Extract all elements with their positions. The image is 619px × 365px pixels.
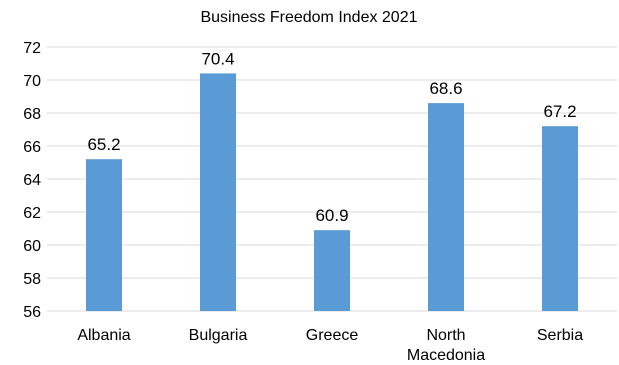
bar-bulgaria — [200, 73, 236, 312]
y-tick-label: 62 — [23, 205, 41, 222]
data-label: 68.6 — [429, 79, 462, 98]
data-label: 60.9 — [315, 206, 348, 225]
y-tick-label: 70 — [23, 73, 41, 90]
data-label: 67.2 — [543, 102, 576, 121]
x-category-label: Bulgaria — [189, 327, 248, 344]
x-category-label: Macedonia — [407, 347, 485, 364]
y-tick-label: 64 — [23, 172, 41, 189]
chart-title: Business Freedom Index 2021 — [200, 9, 417, 26]
bar-serbia — [542, 126, 578, 311]
bar-albania — [86, 159, 122, 311]
data-label: 70.4 — [201, 49, 234, 68]
bars — [86, 73, 578, 312]
x-category-label: Albania — [77, 327, 130, 344]
y-tick-label: 66 — [23, 139, 41, 156]
y-tick-label: 60 — [23, 238, 41, 255]
bar-greece — [314, 230, 350, 311]
data-label: 65.2 — [87, 135, 120, 154]
x-category-label: Serbia — [537, 327, 583, 344]
x-axis-categories: Albania Bulgaria Greece North Macedonia Serbi… — [77, 327, 583, 364]
y-tick-label: 72 — [23, 40, 41, 57]
x-category-label: Greece — [306, 327, 359, 344]
gridlines — [47, 46, 617, 312]
data-labels: 65.2 70.4 60.9 68.6 67.2 — [87, 49, 576, 225]
x-category-label: North — [426, 327, 465, 344]
y-tick-label: 56 — [23, 304, 41, 321]
y-axis-ticks: 56 58 60 62 64 66 68 70 72 — [23, 40, 41, 321]
bar-north-macedonia — [428, 103, 464, 311]
y-tick-label: 58 — [23, 271, 41, 288]
y-tick-label: 68 — [23, 106, 41, 123]
